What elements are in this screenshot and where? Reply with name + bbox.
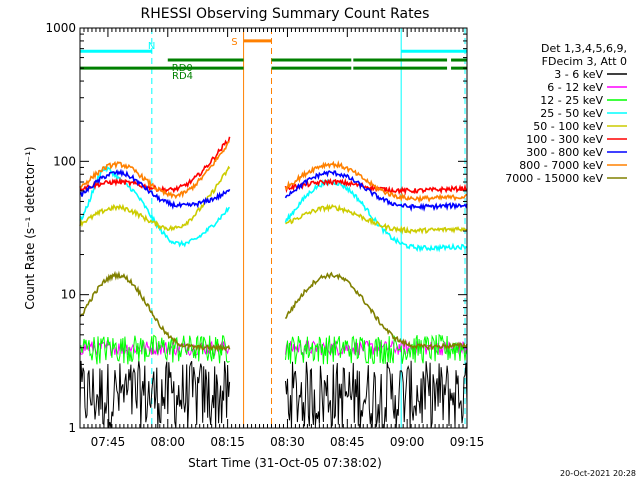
series-line	[285, 203, 468, 235]
x-tick-label: 08:15	[210, 435, 245, 449]
series-line	[284, 271, 468, 351]
x-tick-label: 08:30	[270, 435, 305, 449]
series-800-7000-kev	[79, 140, 467, 204]
series-line	[79, 140, 230, 200]
x-tick-label: 09:15	[450, 435, 485, 449]
legend-label: 6 - 12 keV	[547, 81, 603, 94]
legend-label: 50 - 100 keV	[533, 120, 603, 133]
y-tick-label: 1000	[45, 21, 76, 35]
flag-label-n: N	[148, 41, 155, 52]
series-line	[79, 360, 231, 428]
legend-label: 300 - 800 keV	[526, 146, 603, 159]
legend: Det 1,3,4,5,6,9, FDecim 3, Att 0 3 - 6 k…	[505, 42, 627, 185]
plot-area: NSRD0RD4	[79, 28, 468, 429]
series-line	[284, 160, 467, 204]
legend-label: 3 - 6 keV	[554, 68, 603, 81]
legend-header-line-1: Det 1,3,4,5,6,9,	[541, 42, 627, 55]
series-line	[79, 270, 231, 353]
chart-title: RHESSI Observing Summary Count Rates	[141, 6, 430, 22]
series-300-800-kev	[79, 168, 468, 212]
x-tick-label: 09:00	[390, 435, 425, 449]
x-tick-label: 07:45	[91, 435, 126, 449]
series-line	[79, 334, 230, 365]
series-line	[285, 360, 468, 429]
plot-frame	[79, 27, 468, 429]
x-axis: 07:45 08:00 08:15 08:30 08:45 09:00 09:15	[79, 28, 485, 449]
series-3-6-kev	[79, 360, 468, 429]
x-tick-label: 08:45	[330, 435, 365, 449]
y-tick-label: 10	[61, 288, 76, 302]
y-tick-label: 100	[53, 154, 76, 168]
legend-header-line-2: FDecim 3, Att 0	[542, 55, 627, 68]
series-12-25-kev	[79, 334, 468, 365]
legend-label: 800 - 7000 keV	[519, 159, 603, 172]
x-tick-label: 08:00	[150, 435, 185, 449]
series-line	[284, 170, 468, 212]
render-timestamp: 20-Oct-2021 20:28	[560, 469, 636, 478]
series-line	[79, 136, 231, 195]
y-tick-label: 1	[68, 421, 76, 435]
flag-label-s: S	[231, 37, 237, 48]
y-axis: 1 10 100 1000	[45, 21, 467, 435]
y-axis-label: Count Rate (s⁻¹ detector⁻¹)	[23, 146, 37, 309]
series-7000-15000-kev	[79, 270, 468, 353]
series-line	[284, 178, 468, 253]
legend-label: 25 - 50 keV	[540, 107, 603, 120]
series-25-50-kev	[79, 166, 468, 253]
legend-label: 7000 - 15000 keV	[505, 172, 603, 185]
legend-label: 100 - 300 keV	[526, 133, 603, 146]
legend-label: 12 - 25 keV	[540, 94, 603, 107]
series-line	[79, 168, 231, 210]
flag-label-rd4: RD4	[172, 71, 193, 82]
x-axis-label: Start Time (31-Oct-05 07:38:02)	[188, 456, 382, 470]
